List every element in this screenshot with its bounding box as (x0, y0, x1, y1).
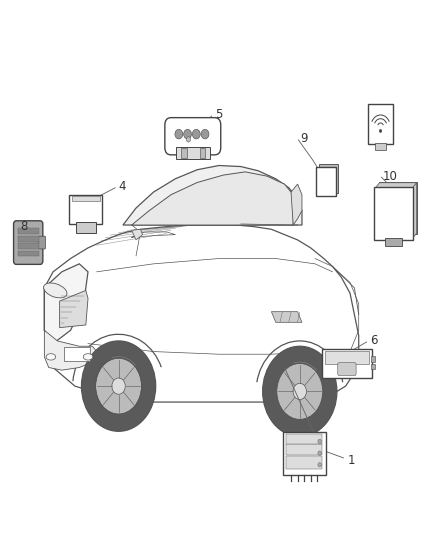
FancyBboxPatch shape (165, 118, 221, 155)
FancyBboxPatch shape (286, 444, 322, 455)
FancyBboxPatch shape (286, 434, 322, 444)
Circle shape (379, 130, 382, 133)
Polygon shape (44, 330, 97, 370)
FancyBboxPatch shape (14, 221, 43, 264)
Circle shape (318, 463, 321, 467)
Circle shape (201, 130, 209, 139)
FancyBboxPatch shape (374, 187, 413, 240)
Circle shape (277, 364, 323, 419)
Circle shape (112, 378, 125, 394)
FancyBboxPatch shape (385, 238, 402, 246)
FancyBboxPatch shape (316, 167, 336, 196)
FancyBboxPatch shape (322, 349, 372, 377)
FancyBboxPatch shape (69, 195, 102, 224)
Polygon shape (132, 172, 293, 225)
FancyBboxPatch shape (18, 228, 39, 234)
Circle shape (184, 130, 191, 139)
Text: 1: 1 (348, 454, 355, 467)
FancyBboxPatch shape (338, 363, 356, 375)
FancyBboxPatch shape (368, 104, 393, 144)
FancyBboxPatch shape (378, 182, 417, 235)
Polygon shape (44, 225, 359, 402)
Polygon shape (412, 183, 417, 239)
Ellipse shape (83, 354, 93, 360)
Circle shape (263, 346, 337, 437)
Circle shape (81, 341, 155, 431)
FancyBboxPatch shape (286, 456, 322, 469)
Polygon shape (60, 290, 88, 328)
Text: 4: 4 (119, 180, 126, 193)
Text: 8: 8 (20, 220, 28, 233)
Polygon shape (44, 264, 88, 344)
Polygon shape (291, 184, 302, 225)
Circle shape (318, 451, 321, 455)
FancyBboxPatch shape (76, 222, 96, 233)
FancyBboxPatch shape (283, 432, 326, 475)
FancyBboxPatch shape (39, 236, 46, 249)
FancyBboxPatch shape (18, 243, 39, 249)
Polygon shape (132, 229, 143, 240)
Polygon shape (123, 165, 302, 225)
Ellipse shape (44, 283, 67, 298)
Text: 5: 5 (215, 109, 222, 122)
Polygon shape (272, 312, 302, 322)
FancyBboxPatch shape (181, 148, 187, 158)
Circle shape (186, 137, 191, 142)
Circle shape (95, 358, 141, 414)
FancyBboxPatch shape (176, 147, 210, 159)
FancyBboxPatch shape (18, 251, 39, 256)
Polygon shape (375, 183, 417, 188)
Circle shape (175, 130, 183, 139)
FancyBboxPatch shape (371, 357, 375, 362)
FancyBboxPatch shape (371, 364, 375, 369)
Circle shape (192, 130, 200, 139)
Circle shape (293, 383, 307, 400)
Text: 9: 9 (300, 132, 307, 146)
FancyBboxPatch shape (18, 236, 39, 241)
Text: 10: 10 (383, 169, 398, 183)
FancyBboxPatch shape (325, 351, 369, 364)
FancyBboxPatch shape (375, 143, 386, 150)
FancyBboxPatch shape (200, 148, 205, 158)
Text: 6: 6 (370, 334, 377, 348)
Ellipse shape (46, 354, 56, 360)
Circle shape (318, 439, 321, 443)
FancyBboxPatch shape (319, 164, 338, 192)
FancyBboxPatch shape (72, 196, 100, 201)
FancyBboxPatch shape (64, 347, 90, 361)
